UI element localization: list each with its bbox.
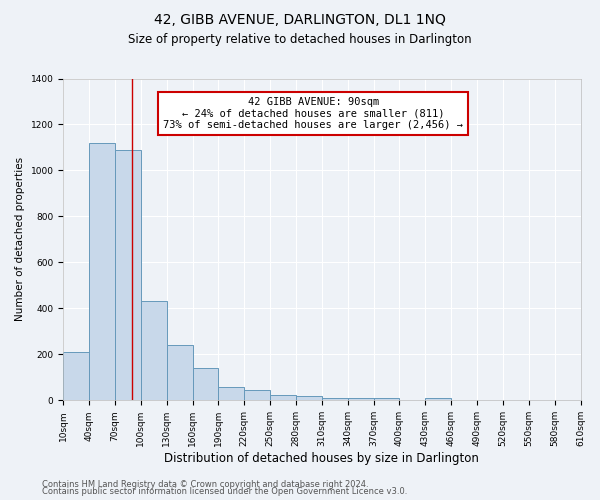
Text: Size of property relative to detached houses in Darlington: Size of property relative to detached ho… — [128, 32, 472, 46]
Bar — [374, 398, 400, 400]
Bar — [141, 302, 167, 400]
Bar — [167, 345, 193, 401]
Y-axis label: Number of detached properties: Number of detached properties — [15, 158, 25, 322]
Bar — [193, 368, 218, 400]
Text: 42, GIBB AVENUE, DARLINGTON, DL1 1NQ: 42, GIBB AVENUE, DARLINGTON, DL1 1NQ — [154, 12, 446, 26]
Bar — [115, 150, 141, 401]
Bar — [89, 143, 115, 401]
Bar — [270, 394, 296, 400]
Bar — [348, 398, 374, 400]
Bar — [322, 398, 348, 400]
X-axis label: Distribution of detached houses by size in Darlington: Distribution of detached houses by size … — [164, 452, 479, 465]
Text: 42 GIBB AVENUE: 90sqm
← 24% of detached houses are smaller (811)
73% of semi-det: 42 GIBB AVENUE: 90sqm ← 24% of detached … — [163, 97, 463, 130]
Text: Contains public sector information licensed under the Open Government Licence v3: Contains public sector information licen… — [42, 488, 407, 496]
Bar — [218, 386, 244, 400]
Bar — [244, 390, 270, 400]
Bar — [425, 398, 451, 400]
Bar — [63, 352, 89, 401]
Bar — [296, 396, 322, 400]
Text: Contains HM Land Registry data © Crown copyright and database right 2024.: Contains HM Land Registry data © Crown c… — [42, 480, 368, 489]
